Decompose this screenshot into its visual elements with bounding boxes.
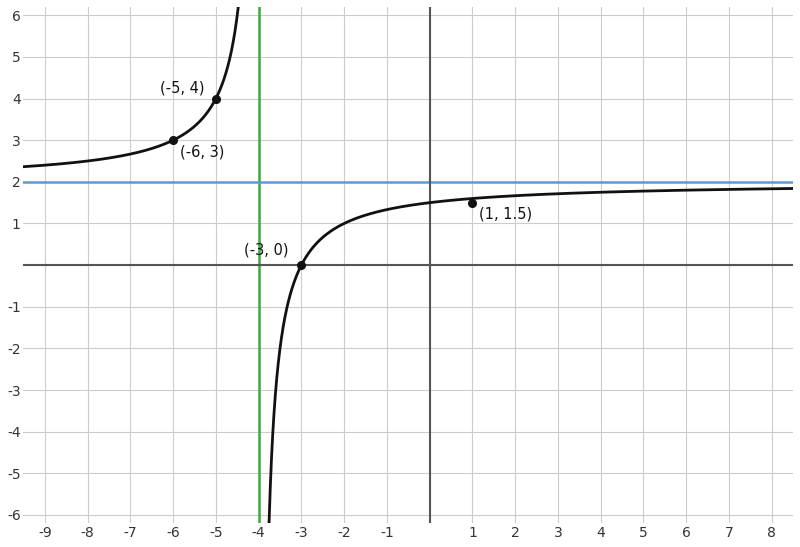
Text: (1, 1.5): (1, 1.5) bbox=[479, 206, 532, 222]
Text: (-6, 3): (-6, 3) bbox=[179, 145, 224, 160]
Text: (-3, 0): (-3, 0) bbox=[244, 243, 288, 258]
Text: (-5, 4): (-5, 4) bbox=[160, 80, 205, 95]
